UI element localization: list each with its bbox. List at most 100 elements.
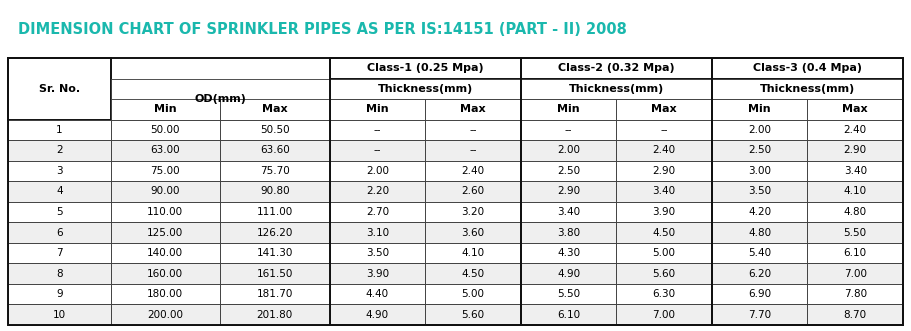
Bar: [110, 99, 220, 119]
Text: 4.20: 4.20: [748, 207, 772, 217]
Bar: [617, 161, 711, 181]
Text: 90.80: 90.80: [260, 186, 290, 197]
Bar: [110, 263, 220, 284]
Bar: [425, 222, 521, 243]
Bar: [711, 99, 807, 119]
Bar: [330, 305, 425, 325]
Bar: [220, 243, 330, 263]
Text: 4.50: 4.50: [461, 269, 485, 279]
Bar: [425, 243, 521, 263]
Text: 75.00: 75.00: [150, 166, 180, 176]
Bar: [807, 181, 903, 202]
Text: 3.40: 3.40: [844, 166, 866, 176]
Text: 141.30: 141.30: [257, 248, 293, 258]
Text: OD(mm): OD(mm): [194, 94, 246, 104]
Text: 3.80: 3.80: [557, 228, 580, 238]
Text: 10: 10: [53, 310, 66, 320]
Text: Max: Max: [262, 104, 288, 114]
Text: 5.50: 5.50: [557, 289, 580, 299]
Text: --: --: [469, 125, 476, 135]
Bar: [330, 58, 521, 325]
Text: 6.10: 6.10: [844, 248, 866, 258]
Bar: [617, 243, 711, 263]
Bar: [330, 78, 521, 99]
Bar: [807, 99, 903, 119]
Bar: [807, 161, 903, 181]
Bar: [521, 161, 617, 181]
Bar: [521, 222, 617, 243]
Bar: [8, 284, 110, 305]
Bar: [425, 305, 521, 325]
Text: 75.70: 75.70: [260, 166, 290, 176]
Bar: [425, 140, 521, 161]
Bar: [425, 99, 521, 119]
Bar: [521, 202, 617, 222]
Bar: [711, 202, 807, 222]
Text: 201.80: 201.80: [257, 310, 293, 320]
Bar: [617, 284, 711, 305]
Text: Thickness(mm): Thickness(mm): [377, 84, 473, 94]
Bar: [110, 222, 220, 243]
Text: 2: 2: [56, 145, 63, 156]
Text: 63.60: 63.60: [260, 145, 290, 156]
Text: 4.30: 4.30: [557, 248, 580, 258]
Bar: [807, 202, 903, 222]
Text: 2.40: 2.40: [652, 145, 676, 156]
Bar: [220, 305, 330, 325]
Bar: [617, 202, 711, 222]
Bar: [220, 140, 330, 161]
Text: 4.50: 4.50: [652, 228, 676, 238]
Bar: [521, 243, 617, 263]
Text: 3.10: 3.10: [366, 228, 389, 238]
Text: 2.00: 2.00: [748, 125, 771, 135]
Bar: [425, 161, 521, 181]
Text: 2.50: 2.50: [748, 145, 772, 156]
Bar: [425, 119, 521, 140]
Bar: [711, 58, 903, 78]
Bar: [8, 181, 110, 202]
Bar: [617, 140, 711, 161]
Text: 6.10: 6.10: [557, 310, 580, 320]
Text: Class-1 (0.25 Mpa): Class-1 (0.25 Mpa): [367, 63, 484, 73]
Text: Max: Max: [460, 104, 486, 114]
Bar: [521, 119, 617, 140]
Text: 9: 9: [56, 289, 63, 299]
Text: 5.60: 5.60: [652, 269, 676, 279]
Text: Min: Min: [748, 104, 771, 114]
Text: Max: Max: [843, 104, 868, 114]
Bar: [711, 119, 807, 140]
Bar: [711, 140, 807, 161]
Bar: [110, 284, 220, 305]
Bar: [617, 263, 711, 284]
Bar: [521, 263, 617, 284]
Text: 4.90: 4.90: [557, 269, 580, 279]
Text: --: --: [374, 125, 381, 135]
Bar: [220, 202, 330, 222]
Text: 3: 3: [56, 166, 63, 176]
Text: 5.60: 5.60: [461, 310, 485, 320]
Text: 4.80: 4.80: [844, 207, 866, 217]
Bar: [8, 305, 110, 325]
Text: 4.40: 4.40: [366, 289, 389, 299]
Text: 63.00: 63.00: [150, 145, 180, 156]
Text: 2.70: 2.70: [366, 207, 389, 217]
Text: 3.90: 3.90: [366, 269, 389, 279]
Bar: [711, 263, 807, 284]
Bar: [220, 284, 330, 305]
Bar: [807, 305, 903, 325]
Text: 4.80: 4.80: [748, 228, 772, 238]
Bar: [807, 140, 903, 161]
Bar: [110, 202, 220, 222]
Bar: [220, 161, 330, 181]
Bar: [521, 305, 617, 325]
Bar: [425, 202, 521, 222]
Bar: [110, 161, 220, 181]
Text: 8.70: 8.70: [844, 310, 866, 320]
Bar: [711, 58, 903, 325]
Text: 90.00: 90.00: [150, 186, 180, 197]
Text: Sr. No.: Sr. No.: [38, 84, 80, 94]
Text: 2.40: 2.40: [461, 166, 485, 176]
Bar: [521, 78, 711, 99]
Bar: [807, 119, 903, 140]
Bar: [330, 263, 425, 284]
